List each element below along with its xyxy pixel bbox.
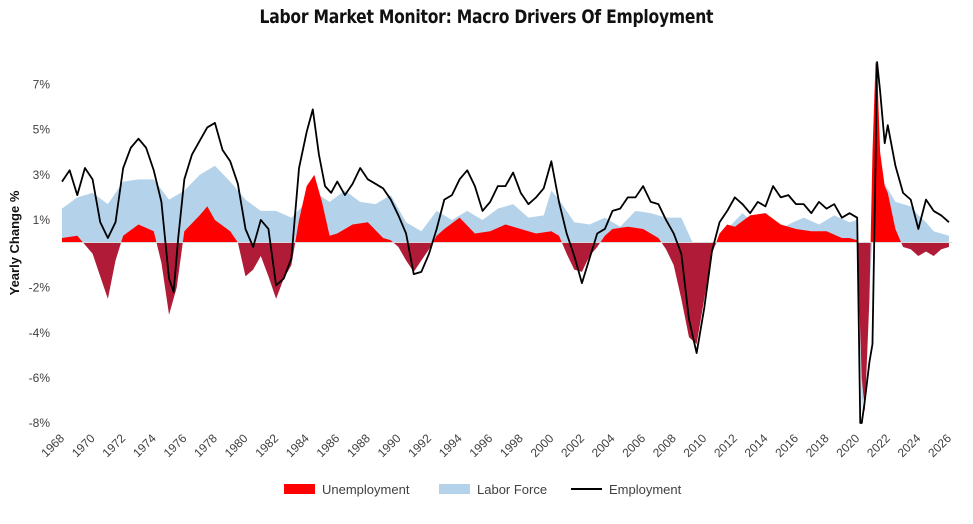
x-tick-label: 2014	[742, 431, 771, 460]
x-tick-label: 2026	[925, 431, 954, 460]
x-tick-label: 2016	[772, 431, 801, 460]
y-tick-label: -8%	[29, 416, 51, 430]
x-tick-label: 1990	[375, 431, 404, 460]
x-tick-label: 1992	[405, 431, 434, 460]
x-tick-label: 1998	[497, 431, 526, 460]
x-tick-label: 2006	[619, 431, 648, 460]
labor-force-area	[62, 165, 949, 412]
x-tick-label: 2024	[895, 431, 924, 460]
y-tick-label: 1%	[33, 213, 51, 227]
legend-label: Labor Force	[477, 482, 547, 497]
legend-label: Employment	[609, 482, 682, 497]
unemployment-area-negative	[62, 242, 949, 412]
x-tick-label: 1978	[191, 431, 220, 460]
unemployment-area-positive	[62, 62, 949, 243]
y-tick-label: 7%	[33, 78, 51, 92]
x-tick-label: 2018	[803, 431, 832, 460]
x-tick-label: 2010	[681, 431, 710, 460]
x-axis: 1968 1970 1972 1974 1976 1978 1980 1982 1984 1986…	[38, 431, 954, 460]
x-tick-label: 1984	[283, 431, 312, 460]
employment-line	[61, 61, 950, 424]
x-tick-label: 1988	[344, 431, 373, 460]
x-tick-label: 2004	[589, 431, 618, 460]
x-tick-label: 1996	[467, 431, 496, 460]
plot-areas	[62, 62, 949, 412]
y-tick-label: 3%	[33, 168, 51, 182]
legend-label: Unemployment	[322, 482, 410, 497]
x-tick-label: 1986	[314, 431, 343, 460]
x-tick-label: 2000	[528, 431, 557, 460]
y-tick-label: -4%	[29, 326, 51, 340]
x-tick-label: 1970	[69, 431, 98, 460]
x-tick-label: 1980	[222, 431, 251, 460]
x-tick-label: 2002	[558, 431, 587, 460]
legend-swatch-unemployment	[284, 484, 315, 494]
x-tick-label: 1974	[130, 431, 159, 460]
legend: Unemployment Labor Force Employment	[284, 482, 682, 497]
y-tick-label: 5%	[33, 123, 51, 137]
x-tick-label: 2012	[711, 431, 740, 460]
plot-lines	[61, 61, 950, 424]
x-tick-label: 2022	[864, 431, 893, 460]
y-tick-label: -2%	[29, 281, 51, 295]
x-tick-label: 1972	[100, 431, 129, 460]
x-tick-label: 1994	[436, 431, 465, 460]
x-tick-label: 1982	[252, 431, 281, 460]
chart-title: Labor Market Monitor: Macro Drivers Of E…	[259, 6, 714, 28]
x-tick-label: 2008	[650, 431, 679, 460]
x-tick-label: 1968	[38, 431, 67, 460]
y-tick-label: -6%	[29, 371, 51, 385]
y-axis-label: Yearly Change %	[7, 190, 22, 295]
y-axis: -8% -6% -4% -2% 1% 3% 5% 7%	[29, 78, 51, 430]
legend-swatch-labor-force	[439, 484, 470, 494]
x-tick-label: 1976	[161, 431, 190, 460]
x-tick-label: 2020	[834, 431, 863, 460]
